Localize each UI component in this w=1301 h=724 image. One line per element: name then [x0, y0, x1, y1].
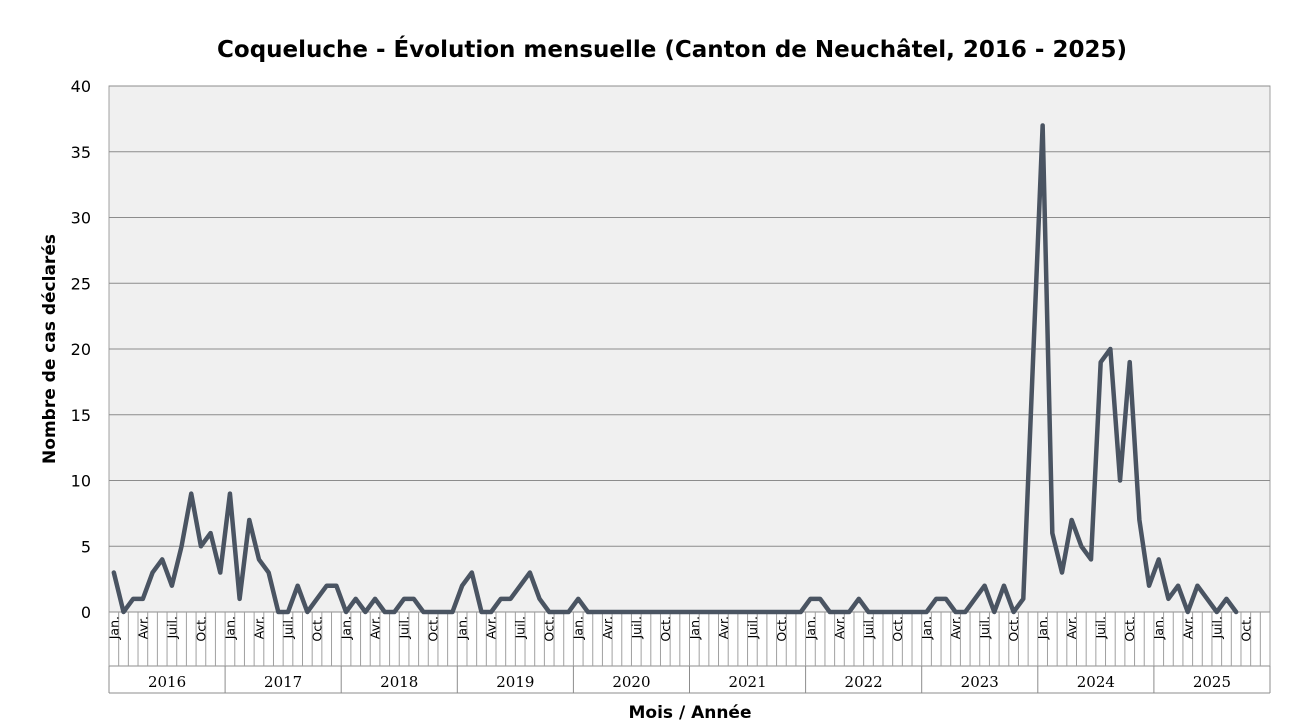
month-label: Juil. — [861, 616, 876, 640]
month-label: Jan. — [1151, 616, 1166, 640]
month-label: Oct. — [1122, 616, 1137, 642]
month-label: Oct. — [774, 616, 789, 642]
month-label: Jan. — [222, 616, 237, 640]
year-label: 2018 — [380, 673, 418, 691]
month-label: Avr. — [600, 616, 615, 639]
month-label: Juil. — [513, 616, 528, 640]
y-tick-label: 5 — [81, 537, 91, 556]
month-label: Oct. — [193, 616, 208, 642]
month-label: Avr. — [948, 616, 963, 639]
y-tick-label: 10 — [71, 472, 91, 491]
month-label: Juil. — [281, 616, 296, 640]
month-label: Oct. — [310, 616, 325, 642]
month-label: Oct. — [1238, 616, 1253, 642]
month-label: Jan. — [571, 616, 586, 640]
month-label: Jan. — [1035, 616, 1050, 640]
y-tick-label: 25 — [71, 274, 91, 293]
year-label: 2022 — [845, 673, 883, 691]
month-label: Avr. — [832, 616, 847, 639]
x-axis-title: Mois / Année — [628, 703, 751, 723]
month-label: Avr. — [368, 616, 383, 639]
chart-title: Coqueluche - Évolution mensuelle (Canton… — [217, 35, 1127, 63]
year-label: 2023 — [961, 673, 999, 691]
month-label: Juil. — [977, 616, 992, 640]
month-label: Avr. — [135, 616, 150, 639]
year-label: 2025 — [1193, 673, 1231, 691]
y-tick-label: 15 — [71, 406, 91, 425]
month-label: Juil. — [397, 616, 412, 640]
year-label: 2019 — [496, 673, 534, 691]
month-label: Avr. — [716, 616, 731, 639]
year-label: 2021 — [728, 673, 766, 691]
y-tick-label: 40 — [71, 77, 91, 96]
month-label: Oct. — [542, 616, 557, 642]
month-label: Jan. — [339, 616, 354, 640]
y-tick-label: 30 — [71, 209, 91, 228]
month-label: Avr. — [252, 616, 267, 639]
year-label: 2020 — [612, 673, 650, 691]
month-label: Jan. — [803, 616, 818, 640]
y-tick-label: 20 — [71, 340, 91, 359]
month-label: Avr. — [484, 616, 499, 639]
month-label: Jan. — [106, 616, 121, 640]
month-label: Jan. — [919, 616, 934, 640]
month-label: Juil. — [1093, 616, 1108, 640]
x-axis: Jan. Avr. Juil. Oct. 2016 Jan. Avr. Juil. Oct. 20… — [106, 611, 1271, 694]
y-axis-title: Nombre de cas déclarés — [40, 234, 60, 464]
month-label: Juil. — [629, 616, 644, 640]
year-label: 2017 — [264, 673, 302, 691]
month-label: Avr. — [1180, 616, 1195, 639]
month-label: Juil. — [164, 616, 179, 640]
month-label: Jan. — [687, 616, 702, 640]
y-tick-label: 35 — [71, 143, 91, 162]
month-label: Avr. — [1064, 616, 1079, 639]
y-axis: 0 5 10 15 20 25 30 35 40 — [71, 77, 91, 622]
month-label: Oct. — [1006, 616, 1021, 642]
month-label: Juil. — [745, 616, 760, 640]
y-tick-label: 0 — [81, 603, 91, 622]
month-label: Oct. — [426, 616, 441, 642]
year-label: 2016 — [148, 673, 186, 691]
series-line — [111, 123, 1239, 615]
month-label: Oct. — [658, 616, 673, 642]
month-label: Jan. — [455, 616, 470, 640]
year-label: 2024 — [1077, 673, 1115, 691]
month-label: Oct. — [890, 616, 905, 642]
month-label: Juil. — [1209, 616, 1224, 640]
